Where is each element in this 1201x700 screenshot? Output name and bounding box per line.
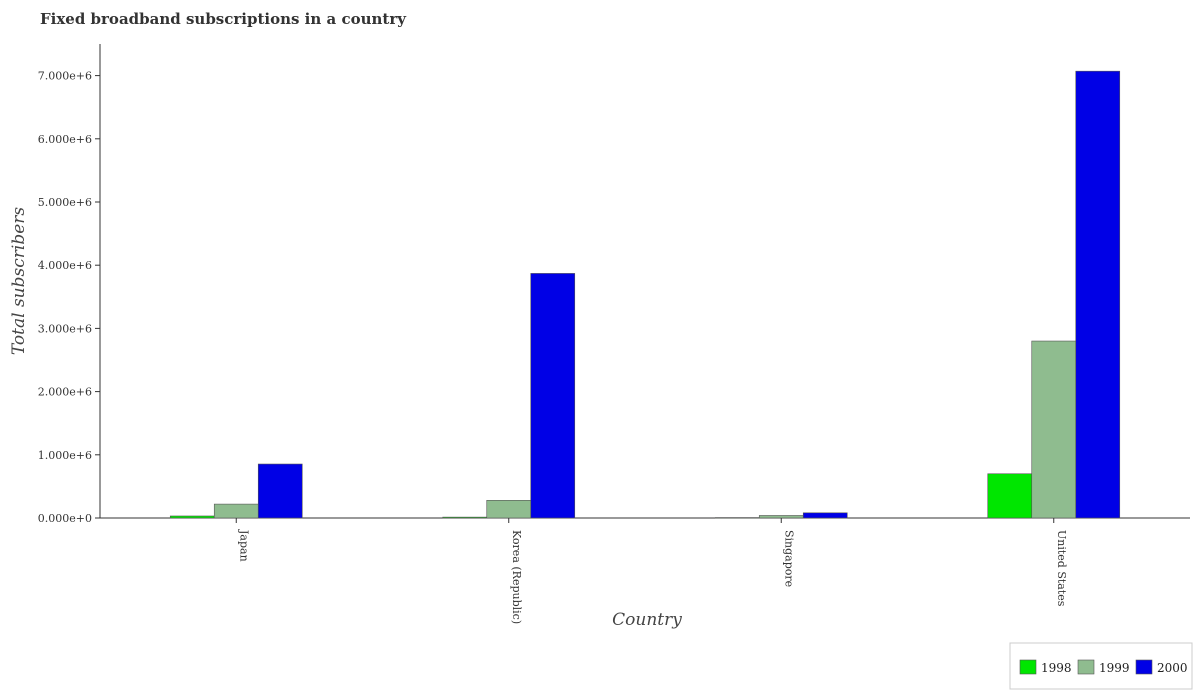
bar-1999-japan — [213, 503, 259, 519]
chart-axes — [99, 44, 1190, 519]
x-tick-label: Korea (Republic) — [510, 530, 523, 624]
legend-swatch-1998 — [1019, 659, 1037, 675]
bar-1998-united-states — [987, 473, 1033, 519]
bar-1998-japan — [169, 515, 215, 519]
bar-1999-korea-republic- — [486, 500, 532, 519]
legend-label-1998: 1998 — [1041, 661, 1072, 675]
bar-1998-singapore — [714, 517, 760, 519]
bars — [169, 70, 1121, 519]
y-tick-label: 1.000e+6 — [38, 449, 92, 462]
y-ticks: 0.000e+0 1.000e+6 2.000e+6 3.000e+6 4.000e+6… — [38, 70, 100, 525]
y-tick-label: 6.000e+6 — [38, 133, 92, 146]
chart-title: Fixed broadband subscriptions in a count… — [40, 10, 407, 28]
legend-label-2000: 2000 — [1157, 661, 1188, 675]
y-tick-label: 5.000e+6 — [38, 196, 92, 209]
legend: 1998 1999 2000 — [1009, 642, 1193, 690]
bar-2000-japan — [257, 463, 303, 519]
bar-1999-singapore — [758, 515, 804, 519]
bar-2000-singapore — [802, 512, 848, 519]
y-tick-label: 4.000e+6 — [38, 259, 92, 272]
x-tick-label: Japan — [237, 529, 250, 562]
x-tick-label: United States — [1055, 530, 1068, 607]
legend-label-1999: 1999 — [1099, 661, 1130, 675]
bar-1999-united-states — [1031, 340, 1077, 519]
x-ticks: Japan Korea (Republic) Singapore United Sta… — [235, 518, 1068, 624]
legend-box — [1009, 642, 1193, 690]
legend-swatch-2000 — [1135, 659, 1153, 675]
y-axis-title: Total subscribers — [9, 207, 29, 355]
y-tick-label: 3.000e+6 — [38, 322, 92, 335]
legend-swatch-1999 — [1077, 659, 1095, 675]
y-tick-label: 7.000e+6 — [38, 70, 92, 83]
bar-2000-united-states — [1075, 70, 1121, 519]
bar-2000-korea-republic- — [530, 273, 576, 519]
x-tick-label: Singapore — [782, 530, 795, 587]
y-tick-label: 2.000e+6 — [38, 386, 92, 399]
x-axis-title: Country — [612, 610, 682, 630]
bar-1998-korea-republic- — [442, 516, 488, 519]
y-tick-label: 0.000e+0 — [38, 512, 92, 525]
